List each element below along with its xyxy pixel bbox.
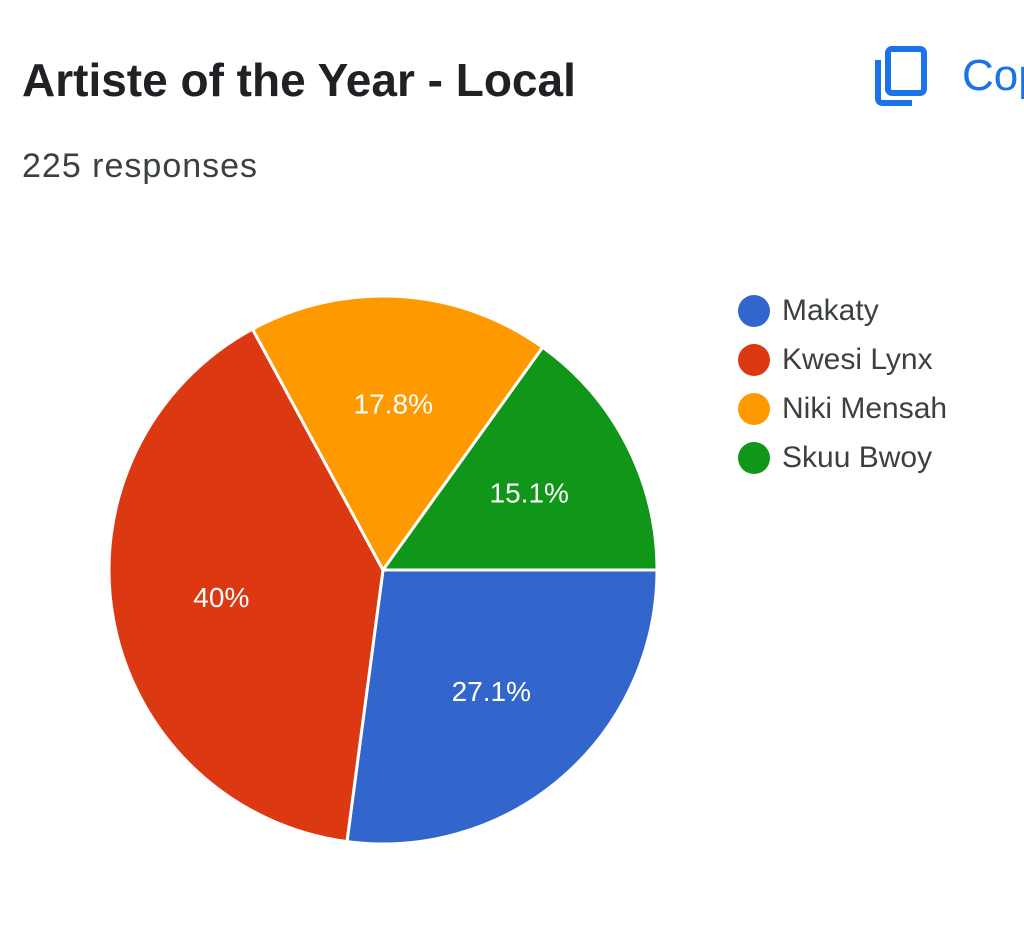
legend-item-niki-mensah[interactable]: Niki Mensah <box>736 388 1016 437</box>
copy-icon <box>875 46 927 106</box>
pie-chart: 27.1% 40% 17.8% 15.1% <box>107 294 659 846</box>
chart-legend: Makaty Kwesi Lynx Niki Mensah Skuu Bwoy <box>736 290 1016 486</box>
response-count: 225 responses <box>22 147 259 185</box>
pie-slice-kwesi-lynx[interactable] <box>107 327 385 844</box>
legend-swatch-kwesi-lynx <box>738 344 770 376</box>
legend-label-niki-mensah: Niki Mensah <box>782 392 948 425</box>
copy-label: Copy <box>962 51 1024 100</box>
slice-label-skuu-bwoy: 15.1% <box>490 477 569 508</box>
legend-label-makaty: Makaty <box>782 294 879 327</box>
legend-item-kwesi-lynx[interactable]: Kwesi Lynx <box>736 339 1016 388</box>
pie-slice-makaty[interactable] <box>345 568 659 846</box>
copy-chart-button[interactable]: Copy <box>866 40 1024 112</box>
legend-label-kwesi-lynx: Kwesi Lynx <box>782 343 933 376</box>
legend-label-skuu-bwoy: Skuu Bwoy <box>782 441 933 474</box>
legend-swatch-makaty <box>738 295 770 327</box>
legend-item-makaty[interactable]: Makaty <box>736 290 1016 339</box>
question-title: Artiste of the Year - Local <box>22 54 576 106</box>
legend-swatch-skuu-bwoy <box>738 442 770 474</box>
slice-label-niki-mensah: 17.8% <box>354 388 433 419</box>
pie-slice-skuu-bwoy[interactable] <box>381 345 659 572</box>
legend-swatch-niki-mensah <box>738 393 770 425</box>
slice-label-kwesi-lynx: 40% <box>193 582 249 613</box>
slice-label-makaty: 27.1% <box>452 676 531 707</box>
question-header: Artiste of the Year - Local Copy <box>0 0 1024 130</box>
legend-item-skuu-bwoy[interactable]: Skuu Bwoy <box>736 437 1016 486</box>
pie-slice-niki-mensah[interactable] <box>251 294 545 572</box>
